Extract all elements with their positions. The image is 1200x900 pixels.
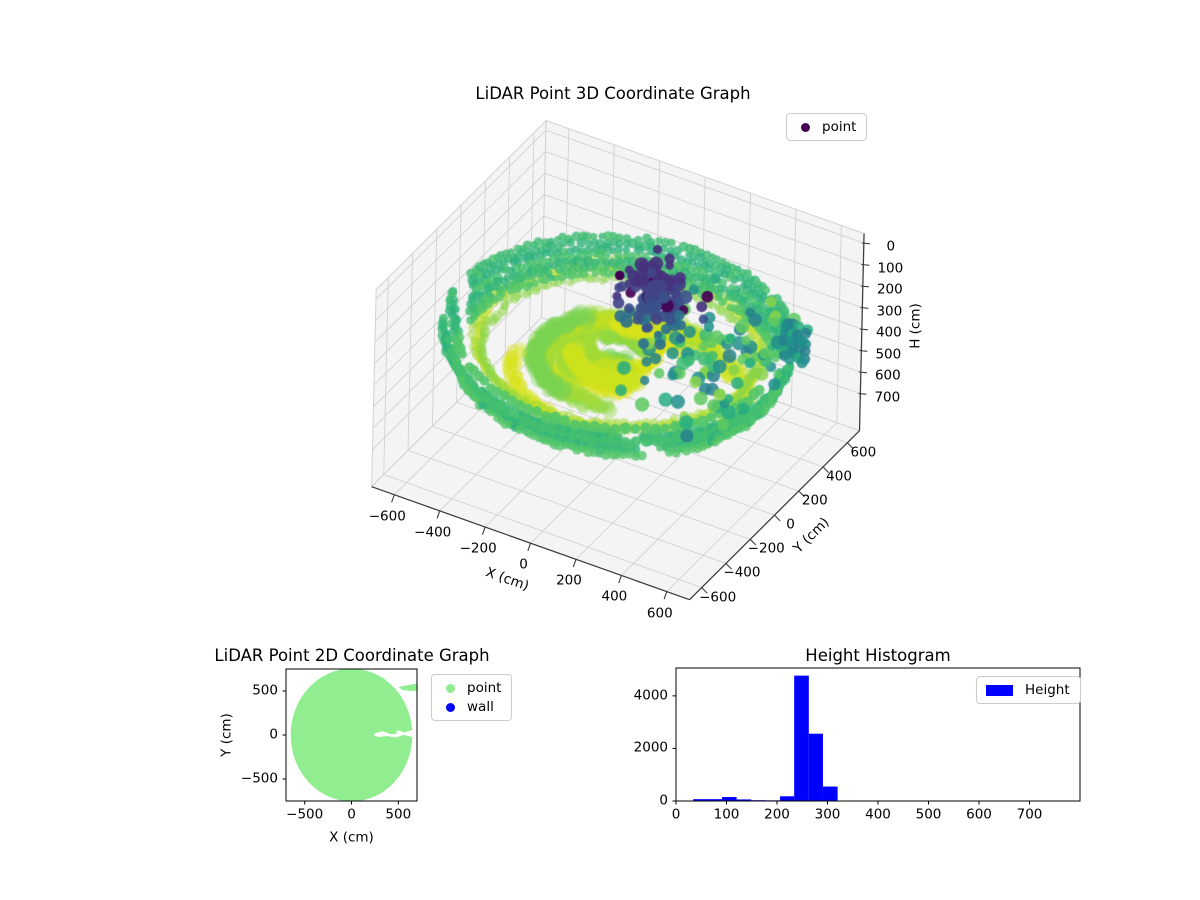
legend-label-point: point bbox=[822, 119, 857, 135]
plot3d-legend: point bbox=[786, 113, 868, 141]
plot3d-title: LiDAR Point 3D Coordinate Graph bbox=[475, 84, 751, 103]
point-marker-icon bbox=[446, 683, 455, 693]
height-bar-swatch-icon bbox=[986, 684, 1013, 696]
legend-item-height: Height bbox=[986, 682, 1070, 698]
legend-item-point: point bbox=[441, 680, 501, 696]
histogram-title: Height Histogram bbox=[805, 646, 951, 665]
histogram-legend: Height bbox=[976, 676, 1081, 704]
wall-marker-icon bbox=[446, 702, 455, 712]
plot2d-legend: point wall bbox=[431, 674, 513, 721]
legend-label-height: Height bbox=[1025, 682, 1070, 698]
legend-item-point: point bbox=[796, 119, 856, 135]
legend-item-wall: wall bbox=[441, 699, 501, 715]
legend-label-point: point bbox=[467, 680, 502, 696]
legend-label-wall: wall bbox=[467, 699, 494, 715]
plot2d-title: LiDAR Point 2D Coordinate Graph bbox=[214, 646, 490, 665]
point-marker-icon bbox=[801, 122, 810, 132]
